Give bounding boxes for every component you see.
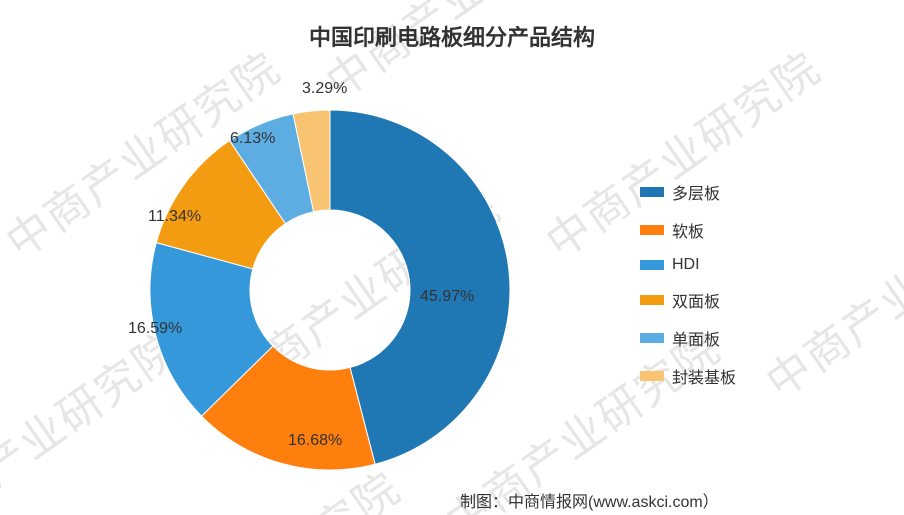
credit-text: 制图：中商情报网(www.askci.com）	[460, 488, 719, 512]
legend: 多层板软板 HDI 双面板单面板封装基板	[640, 180, 736, 402]
legend-label: 多层板	[672, 180, 720, 204]
legend-swatch	[640, 295, 664, 305]
legend-item-软板: 软板	[640, 218, 736, 242]
legend-label: 单面板	[672, 326, 720, 350]
legend-swatch	[640, 187, 664, 197]
legend-item-封装基板: 封装基板	[640, 364, 736, 388]
watermark-text: 中商产业研究院	[751, 173, 904, 410]
legend-swatch	[640, 333, 664, 343]
slice-label-双面板: 11.34%	[148, 208, 201, 226]
legend-label: 软板	[672, 218, 704, 242]
legend-swatch	[640, 260, 664, 270]
slice-label-软板: 16.68%	[288, 432, 342, 450]
legend-swatch	[640, 225, 664, 235]
legend-item-单面板: 单面板	[640, 326, 736, 350]
chart-title: 中国印刷电路板细分产品结构	[0, 20, 904, 52]
legend-label: HDI	[672, 256, 700, 274]
legend-label: 双面板	[672, 288, 720, 312]
legend-item-HDI: HDI	[640, 256, 736, 274]
legend-item-双面板: 双面板	[640, 288, 736, 312]
legend-swatch	[640, 371, 664, 381]
slice-label-HDI: 16.59%	[128, 320, 182, 338]
slice-label-多层板: 45.97%	[420, 288, 474, 306]
watermark-text: 中商产业研究院	[311, 0, 611, 111]
legend-label: 封装基板	[672, 364, 736, 388]
slice-label-单面板: 6.13%	[230, 130, 275, 148]
legend-item-多层板: 多层板	[640, 180, 736, 204]
slice-label-封装基板: 3.29%	[302, 80, 347, 98]
